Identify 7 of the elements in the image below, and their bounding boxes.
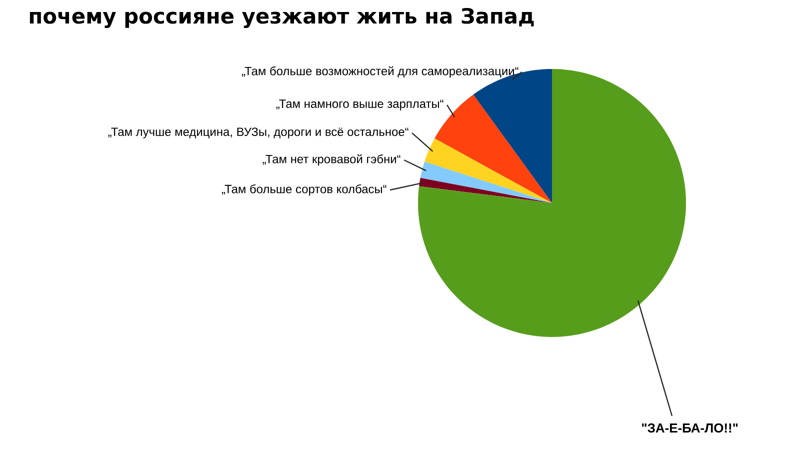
slice-label: "ЗА-Е-БА-ЛО!!": [642, 423, 738, 433]
slice-label: „Там лучше медицина, ВУЗы, дороги и всё остальное“: [108, 128, 408, 138]
slice-label: „Там больше возможностей для самореализации“: [242, 66, 518, 78]
slice-label: „Там намного выше зарплаты“: [276, 100, 444, 110]
chart-title: почему россияне уезжают жить на Запад: [30, 8, 534, 28]
slice-label: „Там больше сортов колбасы“: [222, 184, 386, 196]
slice-label: „Там нет кровавой гэбни“: [262, 154, 400, 166]
